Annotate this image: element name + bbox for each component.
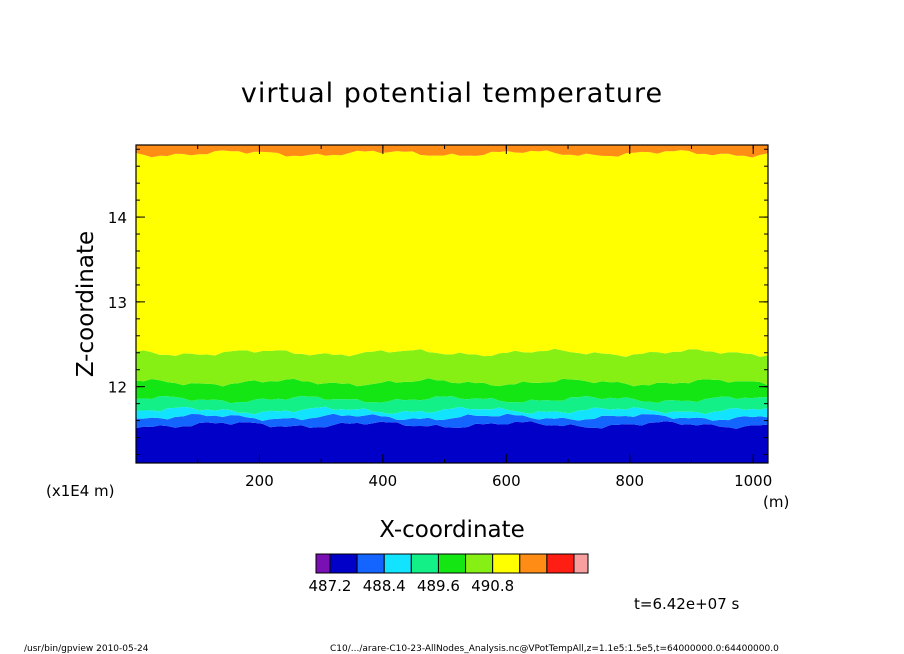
x-units-label: (m) <box>763 493 789 511</box>
x-tick-label: 800 <box>615 472 644 490</box>
chart-title: virtual potential temperature <box>241 78 663 109</box>
contour-band <box>136 378 768 404</box>
colorbar-swatch <box>519 553 548 574</box>
x-tick-label: 200 <box>245 472 274 490</box>
colorbar-label: 488.4 <box>363 577 406 595</box>
colorbar-label: 489.6 <box>417 577 460 595</box>
y-axis-label: Z-coordinate <box>73 231 99 377</box>
y-tick-label: 12 <box>108 379 127 397</box>
contour-band <box>136 406 768 421</box>
colorbar-swatch <box>329 553 358 574</box>
y-scale-note: (x1E4 m) <box>46 482 115 500</box>
colorbar-swatch <box>437 553 467 574</box>
footer-left: /usr/bin/gpview 2010-05-24 <box>24 644 149 654</box>
contour-band <box>136 145 768 158</box>
contour-band <box>136 395 768 415</box>
y-axis-ticks: 12 13 14 <box>108 148 768 456</box>
time-label: t=6.42e+07 s <box>634 595 740 613</box>
contour-bands <box>136 145 768 463</box>
colorbar-label: 490.8 <box>471 577 514 595</box>
x-tick-label: 1000 <box>734 472 772 490</box>
plot-frame <box>135 144 769 464</box>
contour-band <box>136 150 768 357</box>
colorbar: 487.2 488.4 489.6 490.8 <box>309 553 589 595</box>
colorbar-swatch <box>383 553 412 574</box>
contour-band <box>136 348 768 387</box>
x-axis-ticks: 200 400 600 800 1000 <box>197 145 772 490</box>
colorbar-swatch <box>546 553 575 574</box>
footer-right: C10/.../arare-C10-23-AllNodes_Analysis.n… <box>330 644 779 654</box>
colorbar-swatch <box>410 553 439 574</box>
colorbar-swatch <box>573 553 589 574</box>
colorbar-label: 487.2 <box>309 577 352 595</box>
x-axis-label: X-coordinate <box>379 517 525 543</box>
colorbar-swatch <box>492 553 521 574</box>
colorbar-swatch <box>465 553 494 574</box>
x-tick-label: 600 <box>492 472 521 490</box>
contour-band <box>136 421 768 463</box>
contour-band <box>136 413 768 429</box>
y-tick-label: 14 <box>108 209 127 227</box>
x-tick-label: 400 <box>369 472 398 490</box>
y-tick-label: 13 <box>108 294 127 312</box>
colorbar-swatch <box>315 553 331 574</box>
colorbar-swatch <box>356 553 385 574</box>
